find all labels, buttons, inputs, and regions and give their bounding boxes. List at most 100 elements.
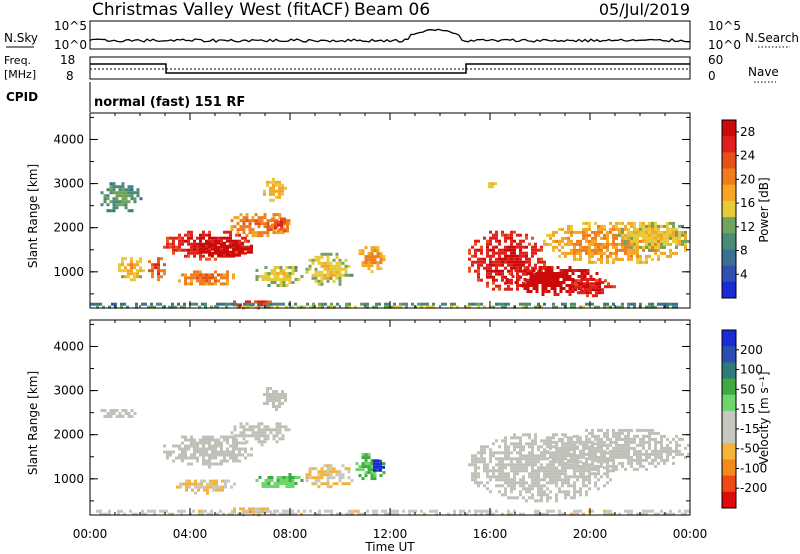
- power-cell: [208, 236, 211, 240]
- velocity-cell: [329, 464, 333, 468]
- velocity-cell: [209, 479, 212, 483]
- velocity-cell: [281, 396, 284, 399]
- velocity-cell: [597, 434, 600, 438]
- power-cell: [275, 231, 279, 235]
- velocity-cell: [435, 512, 438, 516]
- velocity-cell: [354, 509, 357, 513]
- colorbar-segment: [722, 184, 736, 202]
- velocity-cell: [344, 482, 348, 486]
- velocity-cell: [501, 466, 504, 470]
- power-cell: [522, 281, 525, 285]
- power-cell: [223, 236, 226, 240]
- velocity-cell: [376, 462, 379, 466]
- velocity-cell: [364, 474, 368, 478]
- velocity-cell: [585, 446, 588, 450]
- power-cell: [300, 275, 304, 278]
- power-cell: [507, 260, 510, 264]
- power-cell: [226, 273, 229, 277]
- velocity-cell: [567, 436, 570, 440]
- velocity-cell: [282, 512, 285, 516]
- power-cell: [326, 270, 330, 274]
- velocity-cell: [624, 455, 627, 459]
- power-cell: [523, 269, 527, 272]
- power-cell: [139, 269, 142, 273]
- power-cell: [495, 236, 498, 240]
- velocity-cell: [639, 437, 642, 441]
- power-cell: [121, 203, 125, 207]
- power-cell: [630, 233, 633, 237]
- x-tick-label: 12:00: [373, 527, 408, 541]
- velocity-cell: [323, 464, 327, 468]
- velocity-cell: [570, 475, 573, 479]
- power-cell: [630, 254, 633, 258]
- power-cell: [269, 198, 272, 202]
- velocity-cell: [570, 436, 573, 440]
- power-cell: [273, 278, 277, 281]
- power-cell: [636, 227, 639, 231]
- velocity-cell: [528, 445, 531, 449]
- velocity-cell: [516, 496, 519, 500]
- velocity-cell: [582, 469, 585, 473]
- velocity-cell: [645, 440, 648, 444]
- velocity-cell: [648, 443, 651, 447]
- velocity-cell: [355, 462, 359, 466]
- power-cell: [516, 266, 519, 270]
- power-cell: [535, 284, 539, 287]
- power-cell: [151, 272, 154, 276]
- power-cell: [591, 236, 594, 240]
- velocity-cell: [199, 438, 202, 442]
- power-cell: [468, 269, 471, 273]
- power-cell: [556, 275, 560, 278]
- power-cell: [555, 230, 558, 234]
- power-cell: [102, 305, 105, 309]
- velocity-cell: [276, 485, 280, 488]
- power-cell: [477, 269, 480, 273]
- power-cell: [669, 254, 672, 258]
- velocity-cell: [208, 465, 211, 469]
- power-cell: [236, 228, 240, 232]
- velocity-cell: [370, 477, 374, 481]
- velocity-cell: [588, 472, 591, 476]
- velocity-cell: [543, 439, 546, 443]
- velocity-cell: [278, 437, 282, 441]
- velocity-cell: [323, 482, 327, 486]
- power-cell: [238, 239, 241, 243]
- colorbar-segment: [722, 475, 736, 493]
- power-cell: [568, 287, 572, 290]
- power-cell: [504, 257, 507, 261]
- velocity-cell: [603, 466, 606, 470]
- velocity-cell: [495, 509, 498, 513]
- velocity-cell: [193, 441, 196, 445]
- power-cell: [519, 269, 522, 273]
- velocity-cell: [211, 462, 214, 466]
- velocity-cell: [471, 454, 474, 458]
- power-cell: [517, 278, 521, 281]
- velocity-cell: [402, 509, 405, 513]
- velocity-cell: [684, 455, 687, 459]
- power-cell: [636, 260, 639, 264]
- power-cell: [483, 260, 486, 264]
- power-cell: [612, 224, 615, 228]
- power-cell: [607, 282, 610, 286]
- power-cell: [370, 261, 374, 265]
- velocity-cell: [534, 475, 537, 479]
- power-cell: [172, 245, 175, 249]
- power-cell: [633, 239, 636, 243]
- velocity-cell: [552, 475, 555, 479]
- power-cell: [151, 266, 154, 270]
- velocity-cell: [498, 457, 501, 461]
- velocity-cell: [191, 488, 194, 492]
- power-cell: [109, 191, 113, 195]
- power-cell: [576, 248, 579, 252]
- velocity-cell: [531, 442, 534, 446]
- power-cell: [96, 305, 99, 309]
- velocity-cell: [540, 484, 543, 488]
- power-cell: [199, 247, 202, 251]
- velocity-cell: [516, 445, 519, 449]
- colorbar-segment: [722, 265, 736, 283]
- velocity-cell: [627, 452, 630, 456]
- velocity-cell: [214, 444, 217, 448]
- velocity-cell: [215, 488, 218, 492]
- velocity-cell: [579, 449, 582, 453]
- power-cell: [283, 217, 286, 221]
